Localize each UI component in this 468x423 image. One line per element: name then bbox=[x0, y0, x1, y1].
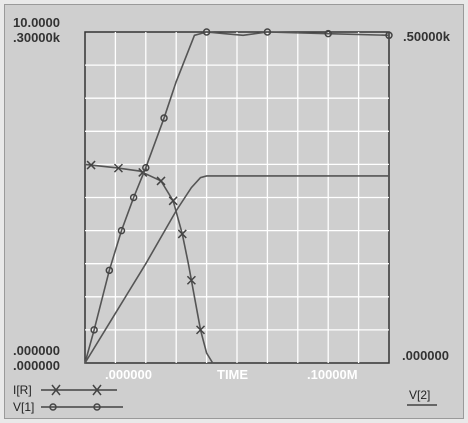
series-marker-v1 bbox=[117, 226, 126, 235]
legend-item-v2: V[2] bbox=[407, 388, 437, 406]
left-axis-top-label-1: 10.0000 bbox=[13, 15, 60, 30]
x-tick-start: .000000 bbox=[105, 367, 152, 382]
series-marker-v1 bbox=[129, 193, 138, 202]
series-line-v1 bbox=[84, 31, 390, 364]
series-marker-ir bbox=[177, 229, 187, 239]
series-marker-ir bbox=[195, 325, 206, 335]
series-marker-v1 bbox=[202, 28, 211, 36]
legend-marker-x bbox=[51, 384, 102, 396]
legend-label-ir: I[R] bbox=[13, 383, 32, 397]
series-marker-v1 bbox=[263, 28, 272, 36]
series-marker-v1 bbox=[142, 163, 150, 172]
legend-item-v1: V[1] bbox=[13, 400, 123, 414]
series-line-v2 bbox=[84, 175, 389, 364]
series-marker-v1 bbox=[90, 326, 98, 334]
series-marker-ir bbox=[156, 176, 166, 186]
left-axis-bottom-label-2: .000000 bbox=[13, 358, 60, 373]
legend-label-v1: V[1] bbox=[13, 400, 34, 414]
legend-marker-o2 bbox=[93, 403, 101, 411]
left-axis-bottom-label-1: .000000 bbox=[13, 343, 60, 358]
series-marker-ir bbox=[113, 163, 123, 173]
series-group bbox=[84, 28, 393, 364]
x-axis-label: TIME bbox=[217, 367, 248, 382]
legend-item-ir: I[R] bbox=[13, 383, 117, 397]
series-marker-v1 bbox=[324, 29, 332, 38]
series-marker-ir bbox=[86, 160, 96, 170]
grid bbox=[85, 32, 389, 363]
series-marker-ir bbox=[186, 275, 196, 285]
right-axis-bottom-label: .000000 bbox=[402, 348, 449, 363]
x-tick-end: .10000M bbox=[307, 367, 358, 382]
series-marker-ir bbox=[168, 196, 178, 206]
chart: 10.0000 .30000k .000000 .000000 .50000k … bbox=[13, 15, 451, 414]
legend-label-v2: V[2] bbox=[409, 388, 430, 402]
left-axis-top-label-2: .30000k bbox=[13, 30, 61, 45]
series-marker-v1 bbox=[385, 31, 393, 40]
legend-marker-o1 bbox=[49, 403, 57, 411]
series-marker-v1 bbox=[105, 266, 114, 275]
right-axis-top-label: .50000k bbox=[403, 29, 451, 44]
plot-window: 10.0000 .30000k .000000 .000000 .50000k … bbox=[4, 4, 464, 419]
series-marker-v1 bbox=[160, 114, 168, 122]
